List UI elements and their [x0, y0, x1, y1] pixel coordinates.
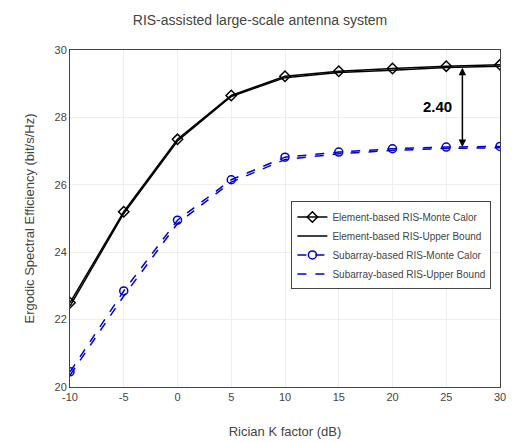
svg-text:2.40: 2.40: [423, 98, 452, 115]
svg-text:-10: -10: [62, 391, 78, 403]
svg-text:Rician K factor (dB): Rician K factor (dB): [229, 424, 342, 439]
svg-text:Ergodic Spectral Efficiency (b: Ergodic Spectral Efficiency (bit/s/Hz): [22, 114, 37, 324]
svg-text:5: 5: [228, 391, 234, 403]
svg-text:Element-based RIS-Monte Calor: Element-based RIS-Monte Calor: [332, 212, 477, 223]
svg-text:24: 24: [55, 246, 67, 258]
svg-text:28: 28: [55, 111, 67, 123]
svg-text:30: 30: [55, 44, 67, 56]
svg-text:-5: -5: [119, 391, 129, 403]
svg-text:15: 15: [333, 391, 345, 403]
svg-text:10: 10: [279, 391, 291, 403]
svg-text:Subarray-based RIS-Monte Calor: Subarray-based RIS-Monte Calor: [332, 250, 481, 261]
svg-text:0: 0: [174, 391, 180, 403]
svg-text:26: 26: [55, 179, 67, 191]
svg-text:Element-based RIS-Upper Bound: Element-based RIS-Upper Bound: [332, 231, 481, 242]
svg-text:22: 22: [55, 313, 67, 325]
svg-text:20: 20: [386, 391, 398, 403]
svg-text:20: 20: [55, 381, 67, 393]
svg-text:RIS-assisted large-scale anten: RIS-assisted large-scale antenna system: [133, 12, 387, 28]
svg-text:Subarray-based RIS-Upper Bound: Subarray-based RIS-Upper Bound: [332, 269, 485, 280]
svg-text:25: 25: [440, 391, 452, 403]
svg-text:30: 30: [494, 391, 506, 403]
